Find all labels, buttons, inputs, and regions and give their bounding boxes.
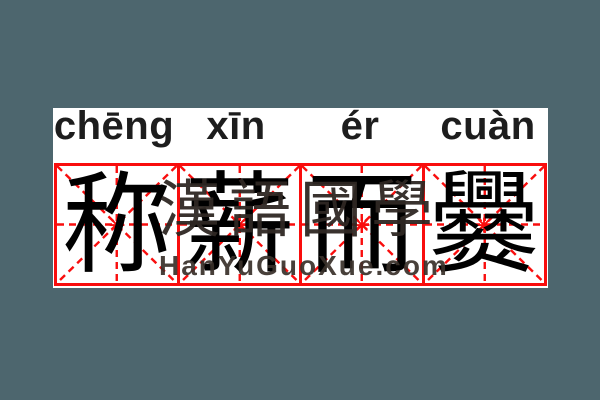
watermark-cjk-text: 漢語國學 bbox=[158, 173, 443, 246]
pinyin-syllable-1: chēng bbox=[53, 104, 175, 148]
watermark-site-text: HanYuGuoXue.com bbox=[159, 250, 449, 281]
mizige-box-1: 称 bbox=[57, 166, 180, 283]
pinyin-syllable-4: cuàn bbox=[440, 104, 536, 148]
mizige-guides-icon bbox=[57, 166, 177, 283]
mizige-guides-icon bbox=[424, 166, 544, 283]
center-asterisk-icon bbox=[354, 217, 370, 232]
center-asterisk-icon bbox=[109, 217, 125, 232]
mizige-guides-icon bbox=[302, 166, 422, 283]
idiom-character-1: 称 bbox=[61, 160, 172, 289]
mizige-grid: 称 薪 bbox=[54, 163, 547, 286]
idiom-character-2: 薪 bbox=[184, 160, 295, 289]
idiom-character-3: 而 bbox=[306, 160, 417, 289]
pinyin-syllable-2: xīn bbox=[206, 104, 266, 148]
mizige-box-4: 爨 bbox=[424, 160, 544, 289]
mizige-box-2: 薪 bbox=[179, 160, 302, 289]
mizige-box-3: 而 bbox=[302, 166, 425, 283]
center-asterisk-icon bbox=[476, 217, 492, 232]
idiom-character-4: 爨 bbox=[429, 160, 540, 289]
center-asterisk-icon bbox=[231, 217, 247, 232]
mizige-guides-icon bbox=[179, 166, 299, 283]
pinyin-syllable-3: ér bbox=[340, 104, 380, 148]
